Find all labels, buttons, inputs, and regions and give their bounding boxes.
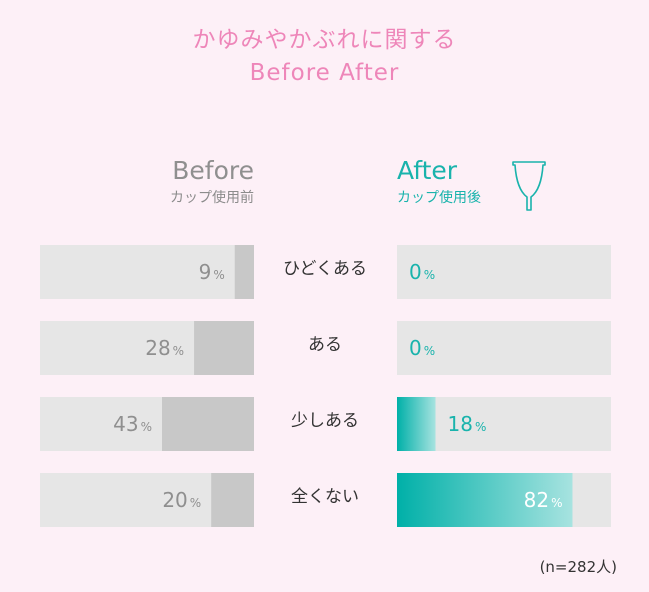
before-value-label: 43% — [113, 412, 152, 436]
after-title: After — [397, 156, 458, 185]
after-track — [397, 321, 611, 375]
before-header: Before カップ使用前 — [120, 157, 254, 207]
after-track — [397, 245, 611, 299]
after-value-label: 0% — [409, 260, 435, 284]
before-bar — [234, 245, 254, 299]
before-bar — [211, 473, 254, 527]
after-value-label: 0% — [409, 336, 435, 360]
category-label: ある — [308, 335, 342, 355]
sample-size-note: (n=282人) — [539, 558, 617, 576]
before-value-label: 28% — [145, 336, 184, 360]
after-value-label: 18% — [448, 412, 487, 436]
before-value-label: 9% — [199, 260, 225, 284]
before-track — [40, 245, 254, 299]
category-label: 全くない — [291, 487, 359, 507]
after-header: After カップ使用後 — [397, 157, 481, 207]
before-subtitle: カップ使用前 — [170, 190, 254, 206]
chart-subtitle: Before After — [249, 60, 400, 86]
chart-title: かゆみやかぶれに関する — [192, 27, 457, 53]
after-value-label: 82% — [524, 488, 563, 512]
menstrual-cup-icon — [512, 161, 546, 211]
before-bar — [161, 397, 254, 451]
before-value-label: 20% — [162, 488, 201, 512]
before-title: Before — [172, 156, 254, 185]
after-bar — [397, 473, 573, 527]
category-label: 少しある — [291, 411, 359, 431]
after-subtitle: カップ使用後 — [397, 190, 481, 206]
before-bar — [194, 321, 254, 375]
after-bar — [397, 397, 436, 451]
category-label: ひどくある — [283, 259, 367, 279]
